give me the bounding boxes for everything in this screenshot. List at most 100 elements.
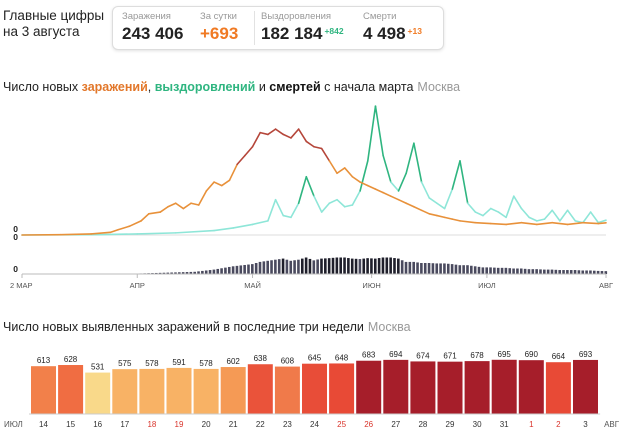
series-segment-выздоровлений [551,209,561,222]
series-segment-заражений [109,228,119,234]
deaths-bar [262,261,266,274]
x-tick-label: ИЮЛ [478,281,496,290]
deaths-bar [320,258,323,274]
deaths-bar [546,269,550,274]
title-part: Число новых [3,80,82,94]
bar-chart-title: Число новых выявленных заражений в после… [3,320,411,334]
series-segment-заражений [390,195,400,201]
deaths-bar [485,267,488,274]
deaths-bar [354,258,358,274]
series-segment-заражений [343,167,354,178]
deaths-bar [324,258,327,274]
deaths-bar [454,264,458,274]
deaths-bar [254,263,258,274]
deaths-bar [470,265,473,274]
deaths-bar [300,258,304,274]
deaths-bar [400,260,404,274]
series-segment-выздоровлений [213,227,235,232]
deaths-bar [496,267,500,274]
stat-value: 243 406 [122,24,184,43]
deaths-bar [154,272,158,274]
title-text: Число новых выявленных заражений в после… [3,320,364,334]
series-segment-заражений [205,181,215,192]
bar-category-label: 17 [120,420,129,429]
deaths-bar [304,257,308,274]
series-segment-заражений [428,213,438,217]
series-segment-заражений [413,205,423,212]
series-segment-выздоровлений [232,223,254,229]
series-segment-заражений [290,128,300,139]
series-segment-выздоровлений [366,105,377,162]
deaths-bar [370,258,373,274]
bar-value-label: 648 [335,353,349,362]
deaths-bar [350,258,354,274]
series-segment-выздоровлений [374,105,384,157]
deaths-bar [327,258,331,274]
series-segment-выздоровлений [559,209,569,222]
bar-value-label: 578 [145,359,159,368]
series-segment-выздоровлений [520,207,530,219]
deaths-bar [285,259,289,274]
deaths-bar [535,269,538,274]
deaths-bar [393,258,396,274]
deaths-bar [446,263,450,274]
bar-category-label: 2 [556,420,561,429]
deaths-bar [197,271,200,274]
deaths-bar [281,258,285,274]
series-segment-выздоровлений [305,175,315,197]
deaths-bar [527,269,531,274]
deaths-bar [308,258,312,274]
region-label: Москва [417,80,461,94]
series-segment-выздоровлений [420,181,431,199]
series-segment-выздоровлений [436,202,446,210]
x-tick-label: ИЮН [362,281,380,290]
bar [274,366,300,414]
deaths-bar [604,271,608,274]
series-segment-заражений [320,147,331,162]
bar [437,361,463,414]
deaths-bar [589,270,592,274]
deaths-bar [208,270,212,274]
bar-value-label: 664 [552,352,566,361]
deaths-bar [166,272,170,274]
bar-value-label: 671 [443,352,457,361]
series-segment-выздоровлений [328,198,338,205]
series-segment-выздоровлений [566,209,577,222]
bar-category-label: 14 [39,420,48,429]
deaths-bar [600,271,604,274]
deaths-bar [335,257,339,274]
divider [254,11,255,45]
series-segment-заражений [213,181,223,187]
deaths-bar [389,257,392,274]
deaths-bar [216,268,220,274]
bar [31,366,56,414]
bar [247,364,273,414]
series-segment-выздоровлений [359,160,369,192]
deaths-bar [543,269,546,274]
series-segment-заражений [382,191,392,197]
deaths-bar [508,268,512,274]
series-segment-заражений [520,221,538,226]
deaths-bar [381,257,385,274]
series-segment-выздоровлений [512,195,523,210]
title-recoveries: выздоровлений [154,80,256,94]
deaths-bar [178,272,181,274]
deaths-bar [347,258,350,274]
deaths-bar [431,263,435,274]
deaths-bar [274,259,277,274]
deaths-bar [404,261,408,274]
series-segment-выздоровлений [413,142,423,183]
bar-category-label: 28 [418,420,427,429]
series-segment-заражений [274,128,285,136]
x-tick-label: АПР [130,281,145,290]
deaths-bar [358,259,362,274]
bar [193,368,219,414]
month-label: ИЮЛ [4,420,23,429]
deaths-bar [458,265,462,274]
deaths-bar [185,272,189,274]
deaths-bar [519,268,523,274]
stat-value: 4 498 +13 [363,24,422,44]
series-segment-выздоровлений [343,204,354,208]
series-segment-выздоровлений [497,211,507,219]
title-part: , [147,80,155,94]
